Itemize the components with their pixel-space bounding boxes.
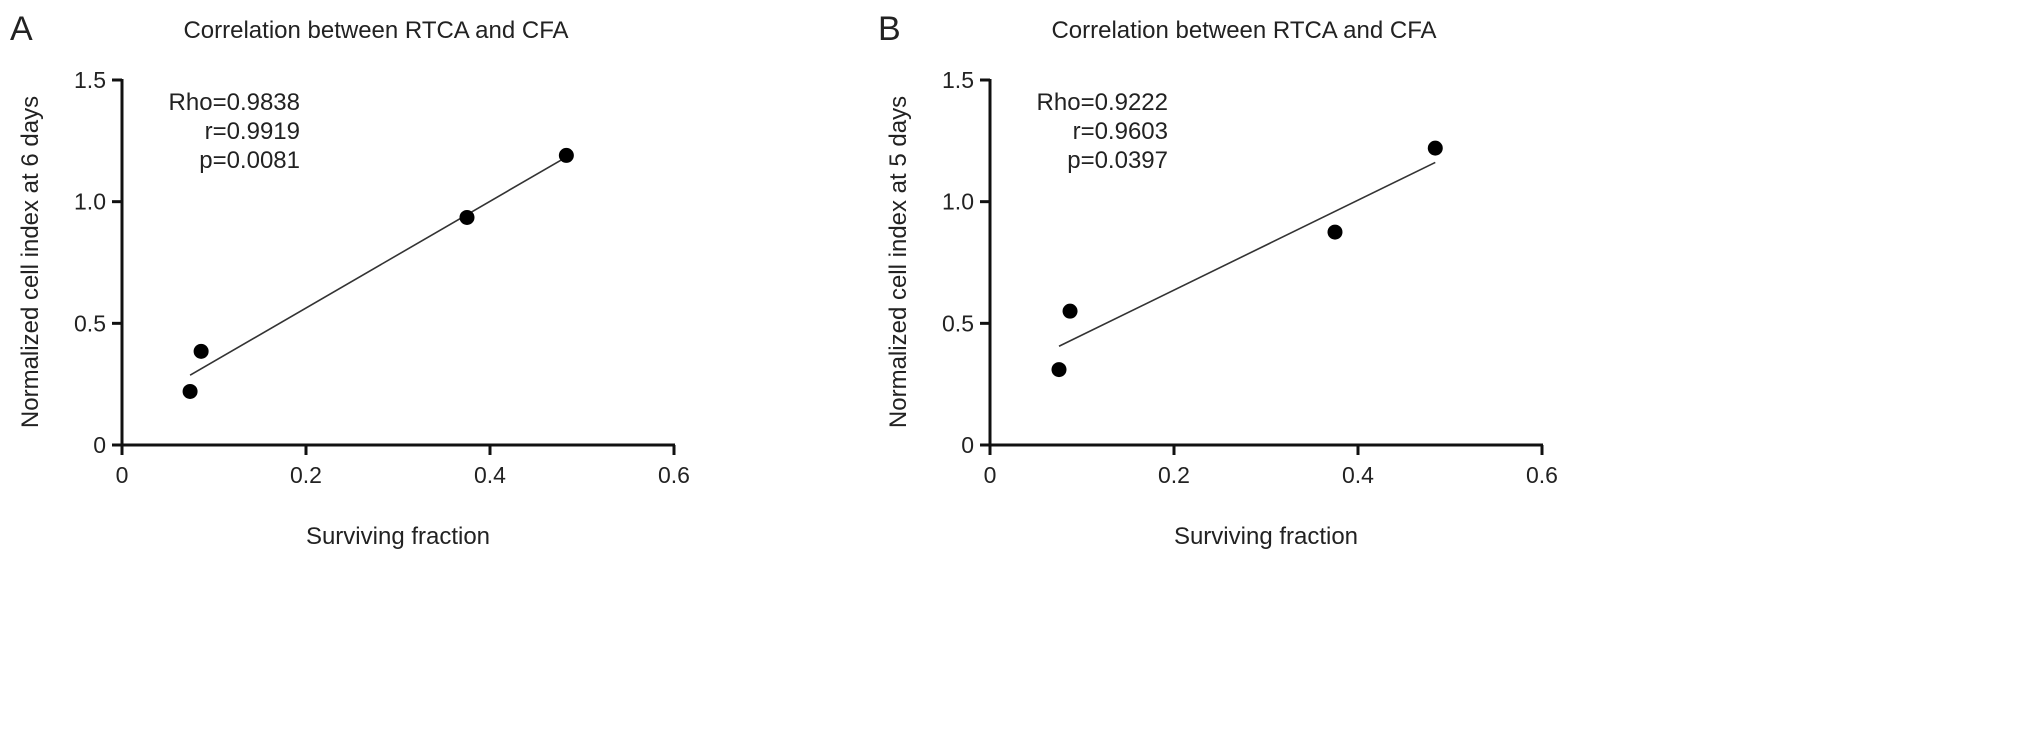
- panel-label: A: [10, 10, 33, 48]
- y-tick-label: 0.5: [74, 310, 106, 336]
- panel-label: B: [878, 10, 901, 48]
- stat-annotation: p=0.0397: [1067, 147, 1168, 174]
- y-axis-label: Normalized cell index at 6 days: [17, 96, 44, 428]
- trendline: [189, 156, 567, 376]
- data-point: [182, 383, 198, 399]
- x-tick-label: 0.4: [474, 462, 506, 488]
- x-tick-label: 0.6: [658, 462, 690, 488]
- x-tick-label: 0.2: [1158, 462, 1190, 488]
- y-tick-label: 0: [961, 432, 974, 458]
- x-tick-label: 0: [116, 462, 129, 488]
- y-tick-label: 1.0: [74, 189, 106, 215]
- y-tick-label: 0.5: [942, 310, 974, 336]
- data-point: [558, 147, 574, 163]
- x-axis-label: Surviving fraction: [306, 523, 490, 550]
- x-tick-label: 0: [984, 462, 997, 488]
- chart-panel-b: B Correlation between RTCA and CFA Normali…: [878, 10, 1558, 550]
- x-tick-label: 0.6: [1526, 462, 1558, 488]
- y-tick-label: 1.0: [942, 189, 974, 215]
- data-point: [193, 343, 209, 359]
- stat-annotation: Rho=0.9222: [1037, 89, 1168, 116]
- y-tick-label: 0: [93, 432, 106, 458]
- x-tick-label: 0.2: [290, 462, 322, 488]
- x-axis-label: Surviving fraction: [1174, 523, 1358, 550]
- data-point: [1327, 224, 1343, 240]
- data-point: [1427, 140, 1443, 156]
- data-point: [459, 209, 475, 225]
- stat-annotation: r=0.9919: [205, 118, 300, 145]
- y-axis-label: Normalized cell index at 5 days: [885, 96, 912, 428]
- stat-annotation: p=0.0081: [199, 147, 300, 174]
- y-tick-label: 1.5: [74, 67, 106, 93]
- trendline: [1058, 161, 1436, 347]
- chart-panel-a: A Correlation between RTCA and CFA Normali…: [10, 10, 690, 550]
- data-point: [1051, 362, 1067, 378]
- stat-annotation: Rho=0.9838: [169, 89, 300, 116]
- chart-title: Correlation between RTCA and CFA: [183, 17, 568, 44]
- y-tick-label: 1.5: [942, 67, 974, 93]
- x-tick-label: 0.4: [1342, 462, 1374, 488]
- data-point: [1062, 303, 1078, 319]
- stat-annotation: r=0.9603: [1073, 118, 1168, 145]
- chart-title: Correlation between RTCA and CFA: [1051, 17, 1436, 44]
